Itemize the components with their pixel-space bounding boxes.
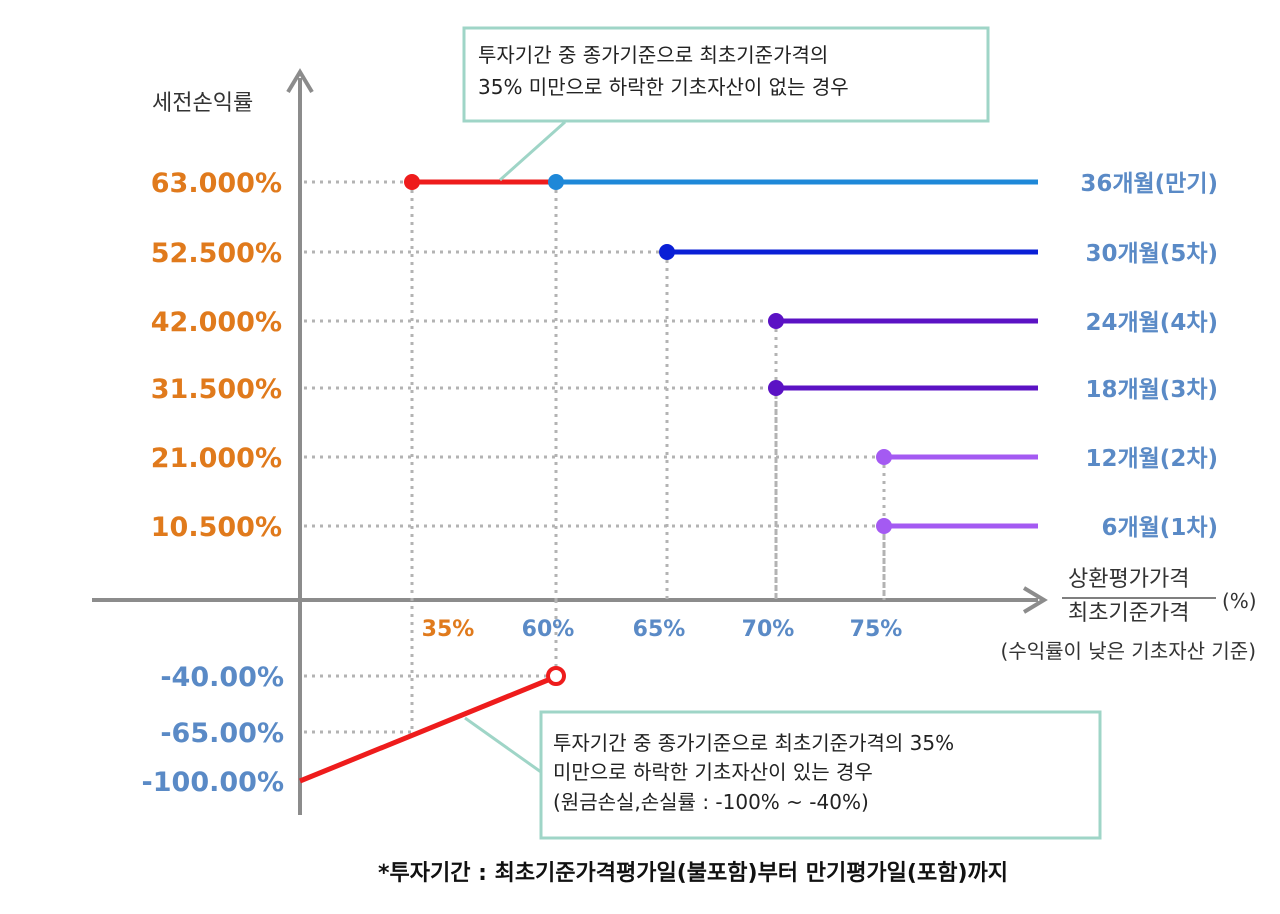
- footnote: *투자기간 : 최초기준가격평가일(불포함)부터 만기평가일(포함)까지: [378, 861, 1008, 886]
- x-axis-subtitle: (수익률이 낮은 기초자산 기준): [1001, 639, 1256, 663]
- y-tick-labels: 63.000% 52.500% 42.000% 31.500% 21.000% 10.50…: [142, 168, 284, 798]
- series-label: 36개월(만기): [1080, 171, 1218, 197]
- series-point: [768, 380, 784, 396]
- x-axis-title-numerator: 상환평가가격: [1068, 567, 1189, 592]
- note-bottom-line3: (원금손실,손실률 : -100% ~ -40%): [553, 790, 869, 814]
- series-label: 6개월(1차): [1101, 515, 1218, 541]
- y-tick-label: 21.000%: [151, 443, 282, 474]
- loss-line: [299, 677, 549, 784]
- series-point: [659, 244, 675, 260]
- y-tick-label: 52.500%: [151, 238, 282, 269]
- note-bottom-line1: 투자기간 중 종가기준으로 최초기준가격의 35%: [553, 731, 954, 755]
- series-label: 24개월(4차): [1085, 310, 1218, 336]
- series-marks: [299, 174, 1038, 784]
- series-point: [876, 518, 892, 534]
- y-tick-label: -65.00%: [160, 718, 284, 749]
- note-top: 투자기간 중 종가기준으로 최초기준가격의 35% 미만으로 하락한 기초자산이…: [462, 26, 990, 182]
- note-bottom-line2: 미만으로 하락한 기초자산이 있는 경우: [553, 760, 873, 784]
- x-tick-labels: 35% 60% 65% 70% 75%: [422, 617, 903, 642]
- note-top-box: [462, 26, 990, 123]
- note-bottom: 투자기간 중 종가기준으로 최초기준가격의 35% 미만으로 하락한 기초자산이…: [464, 710, 1102, 840]
- series-point: [768, 313, 784, 329]
- x-axis-unit: (%): [1222, 589, 1257, 613]
- y-tick-label: -100.00%: [142, 767, 284, 798]
- series-point: [876, 449, 892, 465]
- loss-open-point: [546, 666, 566, 686]
- x-tick-label: 75%: [850, 617, 903, 642]
- series-label: 18개월(3차): [1085, 377, 1218, 403]
- y-tick-label: 42.000%: [151, 307, 282, 338]
- y-tick-label: 31.500%: [151, 374, 282, 405]
- x-tick-label: 70%: [742, 617, 795, 642]
- x-axis-title-denominator: 최초기준가격: [1068, 601, 1189, 626]
- series-point: [548, 174, 564, 190]
- note-top-leader: [499, 120, 566, 182]
- x-tick-label: 35%: [422, 617, 475, 642]
- series-label: 30개월(5차): [1085, 241, 1218, 267]
- x-tick-label: 60%: [522, 617, 575, 642]
- y-axis-arrow-icon: [286, 68, 314, 94]
- y-tick-label: 63.000%: [151, 168, 282, 199]
- note-top-line2: 35% 미만으로 하락한 기초자산이 없는 경우: [478, 75, 849, 99]
- y-tick-label: 10.500%: [151, 512, 282, 543]
- dotted-guides: [304, 180, 886, 734]
- y-tick-label: -40.00%: [160, 662, 284, 693]
- x-tick-label: 65%: [633, 617, 686, 642]
- series-labels: 36개월(만기) 30개월(5차) 24개월(4차) 18개월(3차) 12개월(2차)…: [1080, 171, 1218, 541]
- axes: [92, 68, 1048, 815]
- maturity-no-knockin-point: [404, 174, 420, 190]
- note-bottom-leader: [464, 716, 542, 774]
- series-label: 12개월(2차): [1085, 446, 1218, 472]
- note-bottom-box: [539, 710, 1102, 840]
- y-axis-title: 세전손익률: [152, 91, 253, 116]
- x-axis-arrow-icon: [1022, 586, 1048, 614]
- note-top-line1: 투자기간 중 종가기준으로 최초기준가격의: [478, 43, 828, 67]
